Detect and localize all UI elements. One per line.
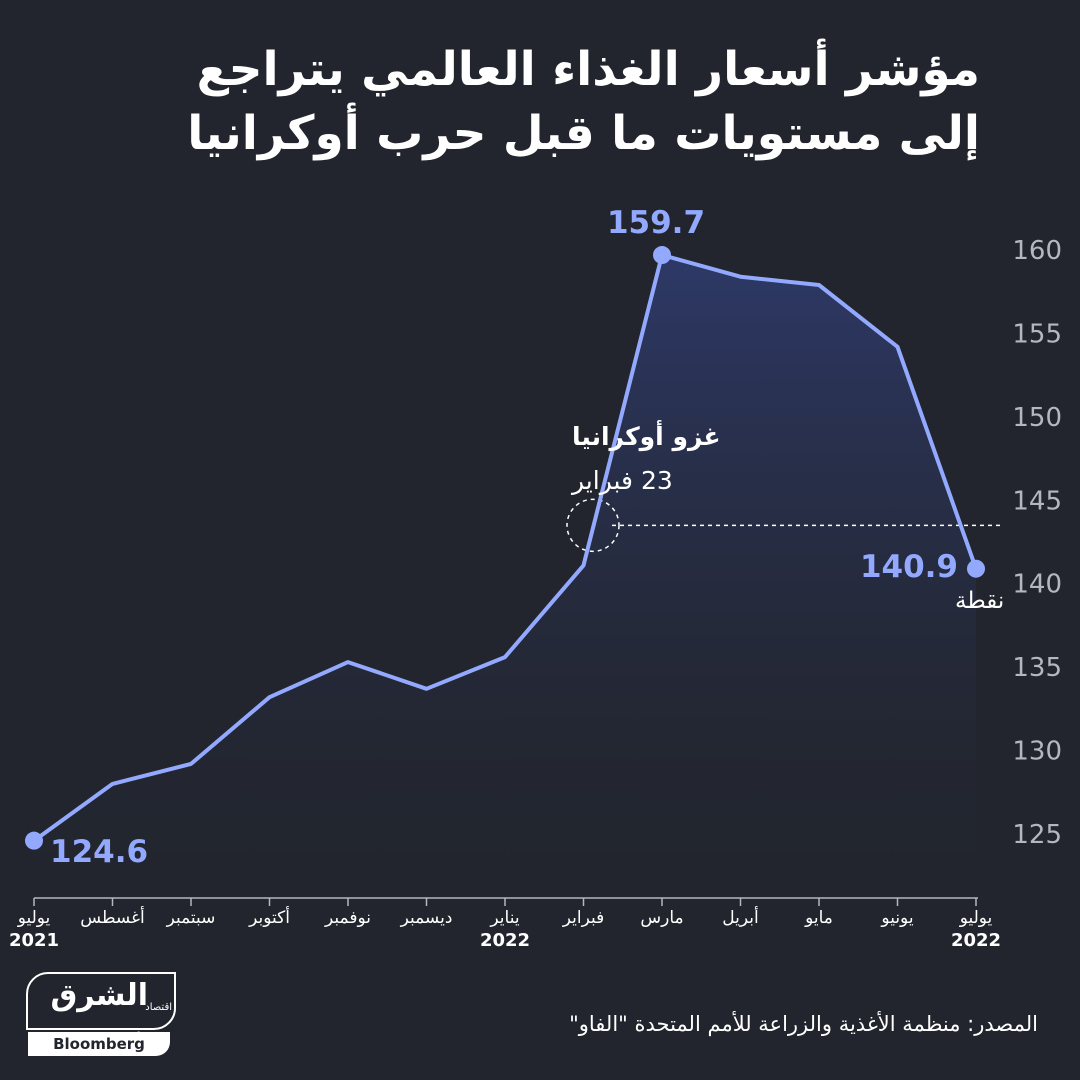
series-line bbox=[32, 253, 978, 843]
x-tick-label: يوليو bbox=[17, 908, 51, 928]
annotation-title: غزو أوكرانيا bbox=[572, 420, 721, 452]
y-tick-label: 125 bbox=[1012, 820, 1062, 850]
x-year-label: 2022 bbox=[951, 930, 1001, 951]
logo-frame bbox=[26, 972, 176, 1030]
x-year-label: 2022 bbox=[480, 930, 530, 951]
x-tick-label: نوفمبر bbox=[324, 908, 371, 928]
x-tick-label: أغسطس bbox=[80, 906, 144, 928]
logo-name: الشرق bbox=[50, 978, 148, 1013]
title-line-1: مؤشر أسعار الغذاء العالمي يتراجع bbox=[196, 42, 980, 97]
x-tick-label: يونيو bbox=[880, 908, 913, 928]
source-note: المصدر: منظمة الأغذية والزراعة للأمم الم… bbox=[569, 1012, 1038, 1036]
start-value-label: 124.6 bbox=[50, 834, 148, 870]
x-tick-label: يناير bbox=[489, 908, 519, 928]
x-tick-label: ديسمبر bbox=[400, 908, 453, 928]
area-fill bbox=[34, 255, 976, 898]
data-points bbox=[25, 246, 985, 850]
x-tick-label: سبتمبر bbox=[166, 908, 216, 928]
x-tick-label: أبريل bbox=[722, 906, 758, 928]
x-tick-label: مارس bbox=[640, 908, 683, 928]
x-year-label: 2021 bbox=[9, 930, 59, 951]
logo: الشرق اقتصاد مع Bloomberg bbox=[26, 972, 178, 1056]
invasion-marker-circle bbox=[566, 498, 620, 553]
x-tick-label: فبراير bbox=[562, 908, 604, 928]
y-tick-label: 145 bbox=[1012, 486, 1062, 516]
data-point bbox=[967, 559, 985, 578]
y-tick-label: 150 bbox=[1012, 403, 1062, 433]
annotation-date: 23 فبراير bbox=[570, 466, 673, 495]
x-tick-label: يوليو bbox=[959, 908, 993, 928]
y-axis: 125 130 135 140 145 150 155 160 bbox=[1012, 236, 1062, 850]
end-unit-label: نقطة bbox=[955, 588, 1004, 614]
y-tick-label: 160 bbox=[1012, 236, 1062, 266]
title-line-2: إلى مستويات ما قبل حرب أوكرانيا bbox=[187, 106, 980, 161]
x-tick-label: أكتوبر bbox=[248, 906, 290, 928]
peak-value-label: 159.7 bbox=[607, 205, 705, 241]
y-tick-label: 130 bbox=[1012, 737, 1062, 767]
data-point bbox=[653, 246, 671, 265]
data-labels: 124.6 159.7 140.9 نقطة غزو أوكرانيا 23 فبراير bbox=[50, 205, 1004, 870]
y-tick-label: 140 bbox=[1012, 570, 1062, 600]
y-tick-label: 155 bbox=[1012, 319, 1062, 349]
x-tick-label: مايو bbox=[804, 908, 833, 928]
logo-partner: Bloomberg bbox=[28, 1032, 170, 1056]
logo-sub: اقتصاد bbox=[145, 1002, 172, 1013]
chart-title: مؤشر أسعار الغذاء العالمي يتراجع إلى مست… bbox=[100, 38, 980, 166]
data-point bbox=[25, 831, 43, 850]
y-tick-label: 135 bbox=[1012, 653, 1062, 683]
end-value-label: 140.9 bbox=[860, 549, 958, 585]
